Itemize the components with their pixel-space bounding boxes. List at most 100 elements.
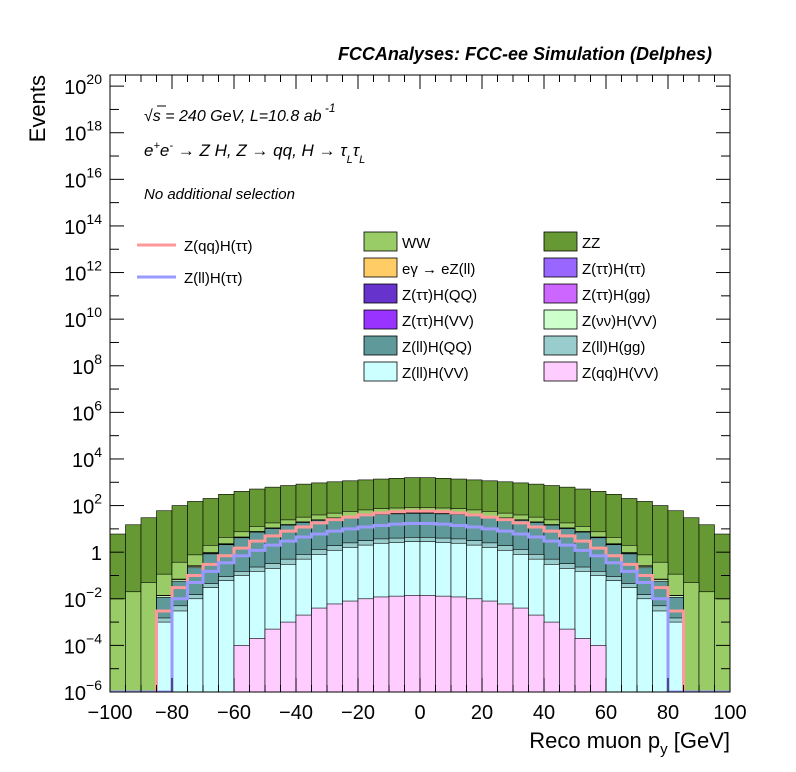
x-tick-label: −80 [155, 702, 189, 724]
legend-label-z-h-gg: Z(ττ)H(gg) [582, 287, 651, 304]
svg-text:√s = 240 GeV, L=10.8 ab -1: √s = 240 GeV, L=10.8 ab -1 [144, 101, 336, 125]
legend-swatch-z-h-vv [543, 309, 578, 330]
y-tick-label: 1018 [64, 118, 102, 146]
legend-label-z-h-vv: Z(ττ)H(VV) [402, 313, 474, 330]
annotation-selection: No additional selection [144, 186, 295, 203]
y-tick-label: 1016 [64, 164, 102, 192]
bar-z-qq-h-vv [264, 628, 281, 692]
x-axis: −100 −80 −60 −40 −20 0 20 40 60 80 100 [87, 75, 747, 724]
bar-z-qq-h-vv [357, 598, 374, 692]
y-tick-label: 106 [72, 397, 102, 425]
x-tick-label: −100 [87, 702, 132, 724]
legend-swatch-zz [543, 231, 578, 252]
legend-swatch-ww [363, 231, 398, 252]
bar-z-qq-h-vv [574, 638, 591, 692]
line-z-ll-h [110, 522, 730, 692]
bar-z-qq-h-vv [280, 621, 297, 692]
legend-swatch-z-h [543, 257, 578, 278]
bar-z-ll-h-vv [605, 580, 622, 692]
bar-z-qq-h-vv [466, 598, 483, 692]
bar-z-qq-h-vv [497, 603, 514, 692]
bar-z-ll-h-vv [156, 621, 173, 692]
bar-z-qq-h-vv [249, 638, 266, 692]
bar-z-ll-h-vv [621, 587, 638, 692]
y-tick-label: 108 [72, 351, 102, 379]
bar-z-qq-h-vv [528, 614, 545, 692]
legend-swatch-e-ez-ll [363, 257, 398, 278]
legend-label-zz: ZZ [582, 235, 600, 252]
bar-z-qq-h-vv [512, 607, 529, 692]
legend-label-ww: WW [402, 235, 431, 252]
annotation-energy-lumi: √s = 240 GeV, L=10.8 ab -1 [144, 101, 336, 125]
bar-ww [125, 591, 142, 692]
legend-label-z-ll-h-vv: Z(ll)H(VV) [402, 365, 469, 382]
y-tick-label: 10−2 [64, 584, 102, 612]
bar-z-qq-h-vv [388, 595, 405, 692]
signal-lines-group [110, 509, 730, 692]
legend-swatch-z-ll-h-gg [543, 335, 578, 356]
x-axis-label: Reco muon py [GeV] [529, 728, 730, 758]
bar-z-qq-h-vv [342, 600, 359, 692]
legend-label-z-h: Z(ττ)H(ττ) [582, 261, 646, 278]
legend-swatch-z-qq-h-vv [543, 361, 578, 382]
bar-z-qq-h-vv [295, 614, 312, 692]
bar-z-qq-h-vv [311, 607, 328, 692]
x-tick-label: −20 [341, 702, 375, 724]
y-tick-label: 1010 [64, 304, 102, 332]
y-axis-label: Events [25, 75, 50, 142]
bar-z-qq-h-vv [543, 621, 560, 692]
legend-label-z-h-qq: Z(ττ)H(QQ) [402, 287, 477, 304]
bar-z-qq-h-vv [233, 645, 250, 692]
line-z-qq-h [110, 509, 730, 692]
x-tick-label: 100 [713, 702, 746, 724]
bar-z-qq-h-vv [373, 596, 390, 692]
x-tick-label: −40 [279, 702, 313, 724]
legend: WW ZZ eγ → eZ(ll) Z(ττ)H(ττ) Z(ττ)H(QQ) Z(ττ)… [137, 231, 659, 382]
bar-z-ll-h-vv [636, 598, 653, 692]
legend-swatch-z-h-vv [363, 309, 398, 330]
bar-ww [140, 582, 157, 692]
y-tick-label: 104 [72, 444, 102, 472]
bar-z-qq-h-vv [404, 595, 421, 692]
legend-label-z-h-vv: Z(νν)H(VV) [582, 313, 657, 330]
bar-z-qq-h-vv [326, 603, 343, 692]
y-tick-label: 1020 [64, 71, 102, 99]
bar-z-qq-h-vv [590, 645, 607, 692]
bar-z-ll-h-vv [187, 598, 204, 692]
legend-swatch-z-ll-h-vv [363, 361, 398, 382]
bar-z-ll-h-vv [218, 580, 235, 692]
bar-z-ll-h-vv [667, 621, 684, 692]
y-tick-label: 1014 [64, 211, 102, 239]
legend-swatch-z-h-qq [363, 283, 398, 304]
y-tick-label: 102 [72, 491, 102, 519]
y-tick-label: 1012 [64, 258, 102, 286]
x-tick-label: 20 [471, 702, 493, 724]
legend-label-z-ll-h-gg: Z(ll)H(gg) [582, 339, 645, 356]
y-axis: 10−6 10−4 10−2 1 102 104 106 108 1010 1012 1014 101… [64, 71, 730, 705]
legend-swatch-z-ll-h-qq [363, 335, 398, 356]
legend-label-z-qq-h-vv: Z(qq)H(VV) [582, 365, 659, 382]
x-tick-label: 40 [533, 702, 555, 724]
chart-title: FCCAnalyses: FCC-ee Simulation (Delphes) [338, 44, 712, 64]
y-tick-label: 10−4 [64, 630, 102, 658]
bar-z-qq-h-vv [435, 595, 452, 692]
bar-z-ll-h-vv [652, 610, 669, 692]
x-tick-label: −60 [217, 702, 251, 724]
x-tick-label: 60 [595, 702, 617, 724]
x-tick-label: 0 [414, 702, 425, 724]
x-tick-label: 80 [657, 702, 679, 724]
bar-z-qq-h-vv [481, 600, 498, 692]
bar-z-qq-h-vv [450, 596, 467, 692]
bar-z-ll-h-vv [202, 587, 219, 692]
bar-z-qq-h-vv [559, 628, 576, 692]
y-tick-label: 10−6 [64, 677, 102, 705]
legend-swatch-z-h-gg [543, 283, 578, 304]
bar-ww [698, 591, 715, 692]
y-tick-label: 1 [91, 543, 102, 565]
annotation-process: e+e- → Z H, Z → qq, H → τLτL [144, 140, 365, 166]
legend-label-e-ez-ll: eγ → eZ(ll) [402, 261, 475, 278]
legend-label-z-ll-h-qq: Z(ll)H(QQ) [402, 339, 472, 356]
bar-ww [683, 582, 700, 692]
legend-label-z-ll-h: Z(ll)H(ττ) [184, 270, 243, 287]
